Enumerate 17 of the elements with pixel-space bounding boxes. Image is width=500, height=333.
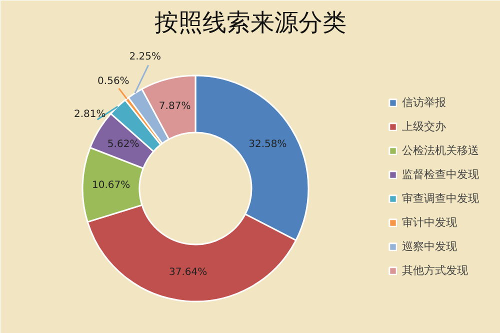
data-label: 5.62% xyxy=(107,139,140,150)
data-label: 32.58% xyxy=(248,139,287,150)
legend-label: 监督检查中发现 xyxy=(402,167,479,182)
legend-label: 审查调查中发现 xyxy=(402,191,479,206)
data-label: 2.81% xyxy=(74,108,106,120)
data-label: 7.87% xyxy=(158,101,191,112)
data-label: 2.25% xyxy=(129,51,162,62)
chart-title: 按照线索来源分类 xyxy=(154,8,346,36)
legend-label: 审计中发现 xyxy=(402,215,457,230)
data-label: 10.67% xyxy=(92,180,130,192)
data-label: 37.64% xyxy=(169,267,208,278)
legend-label: 公检法机关移送 xyxy=(402,143,479,158)
legend-label: 其他方式发现 xyxy=(402,263,468,278)
legend-label: 信访举报 xyxy=(402,95,446,110)
legend-label: 巡察中发现 xyxy=(402,239,457,254)
legend-label: 上级交办 xyxy=(402,119,446,134)
data-label: 0.56% xyxy=(98,76,130,87)
